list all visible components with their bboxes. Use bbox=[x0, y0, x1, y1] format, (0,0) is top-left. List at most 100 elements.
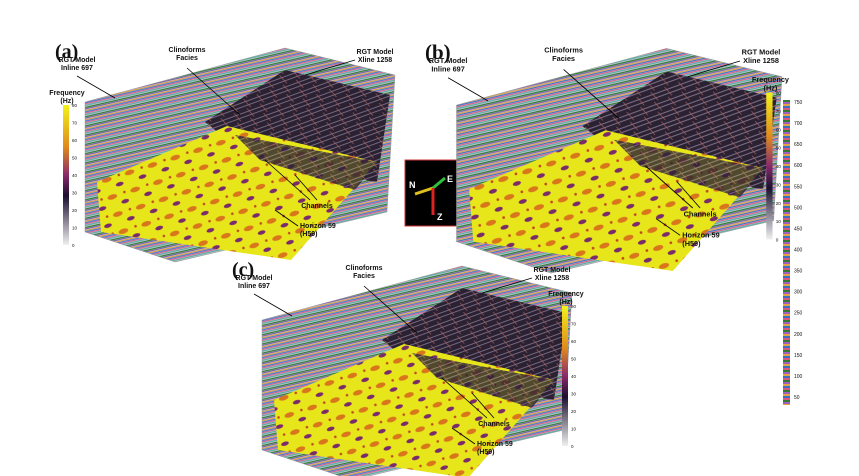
annotation-channels: Channels bbox=[684, 209, 717, 218]
annotation-inline: Inline 697 bbox=[61, 65, 93, 72]
annotation-horizon: Horizon 59 bbox=[477, 441, 513, 448]
colorbar-tick: 10 bbox=[571, 427, 577, 432]
colorbar-tick: 40 bbox=[776, 164, 782, 170]
leader-line bbox=[471, 392, 495, 419]
scale-tick: 650 bbox=[794, 142, 803, 148]
leader-line bbox=[294, 174, 318, 201]
leader-line bbox=[76, 75, 116, 99]
annotation-inline: RGT Model bbox=[236, 275, 273, 282]
panel-label: (b) bbox=[425, 40, 451, 64]
colorbar-tick: 40 bbox=[571, 374, 577, 379]
scale-tick: 400 bbox=[794, 248, 803, 254]
scale-tick: 600 bbox=[794, 163, 803, 169]
annotation-inline: RGT Model bbox=[59, 57, 96, 64]
colorbar-tick: 50 bbox=[72, 156, 78, 161]
leader-line bbox=[441, 377, 488, 419]
colorbar-tick: 20 bbox=[72, 208, 78, 213]
colorbar-tick: 60 bbox=[776, 127, 782, 133]
colorbar-tick: 0 bbox=[776, 238, 779, 244]
annotation-xline: Xline 1258 bbox=[358, 57, 392, 64]
annotation-channels: Channels bbox=[478, 421, 510, 428]
colorbar-tick: 40 bbox=[72, 173, 78, 178]
annotation-xline: RGT Model bbox=[357, 49, 394, 56]
panel-label: (a) bbox=[55, 41, 78, 63]
scale-tick: 450 bbox=[794, 226, 803, 232]
leader-line bbox=[687, 60, 741, 78]
scale-tick: 250 bbox=[794, 311, 803, 317]
channel-zone bbox=[412, 353, 554, 408]
compass-e: E bbox=[447, 174, 453, 184]
scale-tick: 550 bbox=[794, 184, 803, 190]
annotation-xline: Xline 1258 bbox=[535, 275, 569, 282]
annotation-inline: RGT Model bbox=[429, 56, 468, 65]
annotation-facies: Facies bbox=[552, 54, 575, 63]
colorbar-title: Frequency bbox=[548, 291, 584, 298]
colorbar-tick: 0 bbox=[571, 444, 574, 449]
leader-line bbox=[451, 427, 476, 445]
colorbar-tick: 70 bbox=[571, 322, 577, 327]
leader-line bbox=[563, 69, 620, 120]
colorbar-tick: 20 bbox=[776, 201, 782, 207]
colorbar-tick: 30 bbox=[776, 182, 782, 188]
colorbar-tick: 80 bbox=[776, 91, 782, 97]
colorbar-gradient bbox=[766, 92, 773, 240]
colorbar-tick: 60 bbox=[72, 138, 78, 143]
scale-tick: 200 bbox=[794, 332, 803, 338]
leader-line bbox=[253, 293, 293, 317]
annotation-inline: Inline 697 bbox=[238, 283, 270, 290]
annotation-xline: RGT Model bbox=[742, 48, 781, 57]
colorbar-tick: 80 bbox=[571, 304, 577, 309]
colorbar-tick: 70 bbox=[72, 121, 78, 126]
colorbar-title: (Hz) bbox=[559, 299, 572, 306]
annotation-xline: Xline 1258 bbox=[743, 56, 779, 65]
channel-zone bbox=[235, 135, 377, 190]
leader-line bbox=[655, 218, 681, 236]
compass-n: N bbox=[409, 180, 416, 190]
leader-line bbox=[676, 181, 701, 209]
annotation-horizon: (H59) bbox=[477, 449, 495, 456]
scale-tick: 700 bbox=[794, 121, 803, 127]
colorbar-tick: 10 bbox=[776, 219, 782, 225]
colorbar-title: (Hz) bbox=[60, 98, 73, 105]
scale-tick: 350 bbox=[794, 269, 803, 275]
colorbar-tick: 70 bbox=[776, 109, 782, 115]
leader-line bbox=[264, 159, 311, 201]
annotation-facies: Clinoforms bbox=[346, 265, 383, 272]
colorbar-tick: 30 bbox=[72, 191, 78, 196]
annotation-inline: Inline 697 bbox=[431, 65, 464, 74]
colorbar-title: Frequency bbox=[49, 90, 85, 97]
panel-label: (c) bbox=[232, 259, 254, 281]
scale-tick: 100 bbox=[794, 374, 803, 380]
scale-tick: 500 bbox=[794, 205, 803, 211]
colorbar-tick: 20 bbox=[571, 409, 577, 414]
annotation-facies: Facies bbox=[353, 273, 375, 280]
compass: N E Z bbox=[404, 159, 462, 227]
colorbar-gradient bbox=[562, 306, 568, 446]
colorbar-tick: 60 bbox=[571, 339, 577, 344]
annotation-xline: RGT Model bbox=[534, 267, 571, 274]
annotation-horizon: Horizon 59 bbox=[300, 223, 336, 230]
colorbar-tick: 30 bbox=[571, 392, 577, 397]
leader-line bbox=[645, 165, 694, 209]
leader-line bbox=[363, 285, 418, 334]
colorbar-tick: 50 bbox=[776, 146, 782, 152]
scale-tick: 300 bbox=[794, 290, 803, 296]
annotation-horizon: (H59) bbox=[300, 231, 318, 238]
colorbar-tick: 0 bbox=[72, 243, 75, 248]
scale-tick: 50 bbox=[794, 395, 800, 401]
leader-line bbox=[447, 77, 489, 102]
channel-zone bbox=[614, 139, 764, 198]
leader-line bbox=[274, 209, 299, 227]
scale-bar bbox=[783, 100, 790, 405]
compass-z: Z bbox=[437, 212, 443, 222]
colorbar: Frequency(Hz)80 70 60 50 40 30 20 10 0 bbox=[49, 90, 85, 248]
annotation-channels: Channels bbox=[301, 203, 333, 210]
scale-tick: 150 bbox=[794, 353, 803, 359]
annotation-horizon: (H59) bbox=[682, 239, 701, 248]
colorbar-gradient bbox=[63, 105, 69, 245]
colorbar-tick: 50 bbox=[571, 357, 577, 362]
